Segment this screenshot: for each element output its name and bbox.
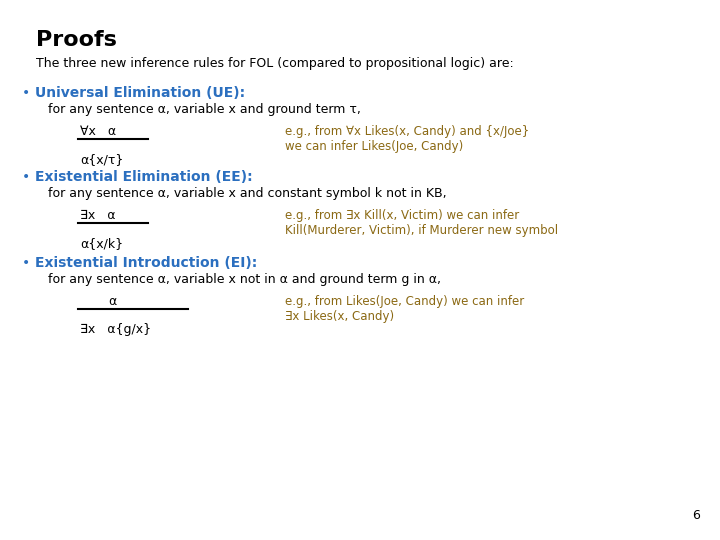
Text: Existential Introduction (EI):: Existential Introduction (EI): (35, 256, 257, 270)
Text: 6: 6 (692, 509, 700, 522)
Text: Existential Elimination (EE):: Existential Elimination (EE): (35, 170, 253, 184)
Text: α: α (108, 295, 116, 308)
Text: Proofs: Proofs (36, 30, 117, 50)
Text: α{x/k}: α{x/k} (80, 237, 123, 250)
Text: ∀x   α: ∀x α (80, 125, 116, 138)
Text: e.g., from ∃x Kill(x, Victim) we can infer: e.g., from ∃x Kill(x, Victim) we can inf… (285, 209, 519, 222)
Text: •: • (22, 86, 30, 100)
Text: e.g., from Likes(Joe, Candy) we can infer: e.g., from Likes(Joe, Candy) we can infe… (285, 295, 524, 308)
Text: for any sentence α, variable x and constant symbol k not in KB,: for any sentence α, variable x and const… (48, 187, 446, 200)
Text: •: • (22, 256, 30, 270)
Text: ∃x   α{g/x}: ∃x α{g/x} (80, 323, 151, 336)
Text: for any sentence α, variable x not in α and ground term g in α,: for any sentence α, variable x not in α … (48, 273, 441, 286)
Text: α{x/τ}: α{x/τ} (80, 153, 123, 166)
Text: The three new inference rules for FOL (compared to propositional logic) are:: The three new inference rules for FOL (c… (36, 57, 514, 70)
Text: e.g., from ∀x Likes(x, Candy) and {x/Joe}: e.g., from ∀x Likes(x, Candy) and {x/Joe… (285, 125, 529, 138)
Text: ∃x Likes(x, Candy): ∃x Likes(x, Candy) (285, 310, 394, 323)
Text: Kill(Murderer, Victim), if Murderer new symbol: Kill(Murderer, Victim), if Murderer new … (285, 224, 558, 237)
Text: •: • (22, 170, 30, 184)
Text: for any sentence α, variable x and ground term τ,: for any sentence α, variable x and groun… (48, 103, 361, 116)
Text: ∃x   α: ∃x α (80, 209, 115, 222)
Text: Universal Elimination (UE):: Universal Elimination (UE): (35, 86, 245, 100)
Text: we can infer Likes(Joe, Candy): we can infer Likes(Joe, Candy) (285, 140, 463, 153)
